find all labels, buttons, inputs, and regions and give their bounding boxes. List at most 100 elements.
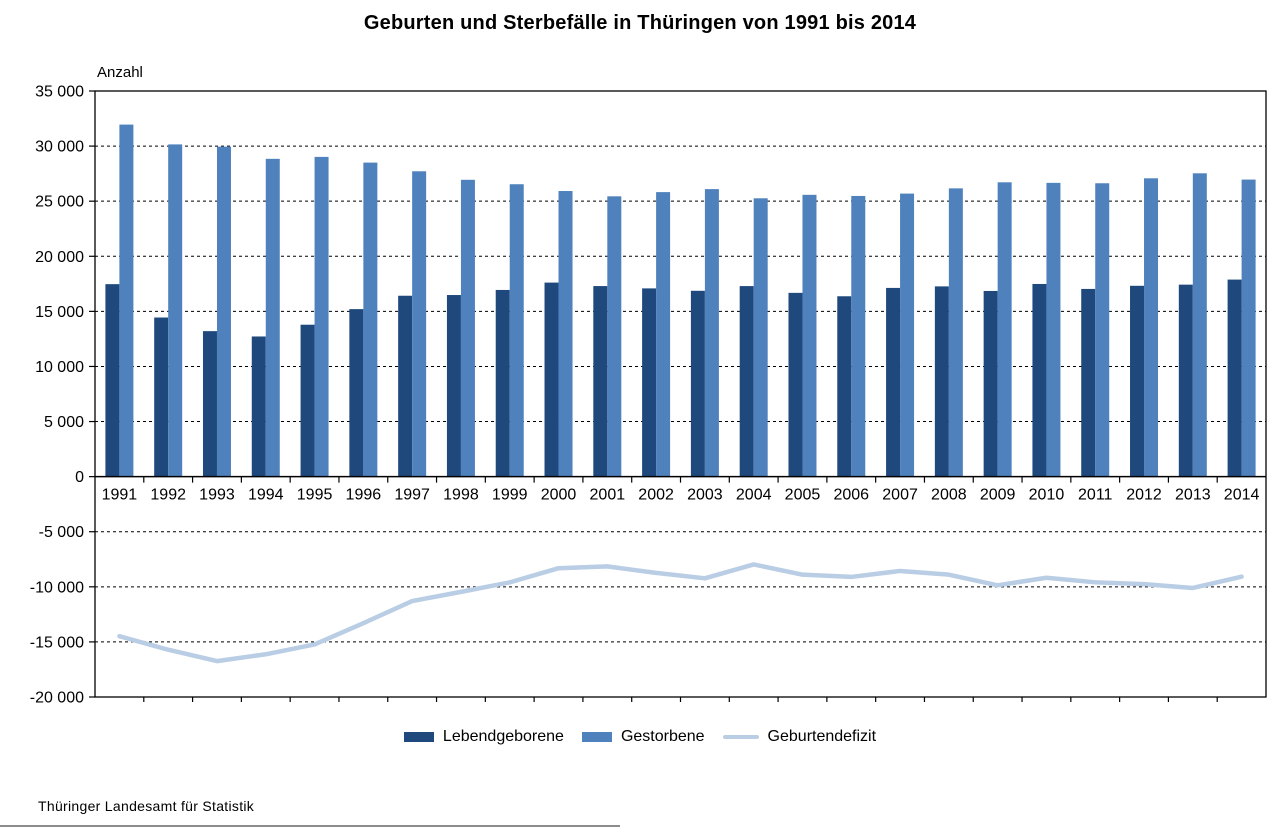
y-tick-label: 30 000 [35, 139, 84, 156]
bar-gestorbene-1996 [363, 162, 378, 477]
x-tick-label-1994: 1994 [248, 487, 284, 504]
x-tick-label-1995: 1995 [297, 487, 333, 504]
legend-label-lebendgeborene: Lebendgeborene [442, 728, 564, 745]
bar-lebendgeborene-2010 [1032, 283, 1047, 477]
plot-area: 35 000 30 000 25 000 20 000 15 000 10 000 5 00… [30, 84, 1267, 707]
bar-lebendgeborene-2001 [593, 286, 608, 477]
bar-lebendgeborene-2003 [690, 290, 705, 477]
y-tick-label: 20 000 [35, 249, 84, 266]
x-tick-label-2014: 2014 [1224, 487, 1260, 504]
x-tick-label-2004: 2004 [736, 487, 772, 504]
source-text: Thüringer Landesamt für Statistik [38, 798, 255, 814]
legend-item-gestorbene: Gestorbene [581, 728, 705, 746]
bar-lebendgeborene-2012 [1130, 285, 1145, 477]
bar-gestorbene-1995 [314, 156, 329, 477]
y-tick-label: -5 000 [39, 524, 84, 541]
x-tick-label-2009: 2009 [980, 487, 1016, 504]
legend-swatch-gestorbene [581, 732, 612, 742]
y-tick-label: 5 000 [44, 414, 84, 431]
bar-lebendgeborene-2000 [544, 282, 559, 477]
bar-gestorbene-1999 [509, 184, 524, 477]
bar-lebendgeborene-2002 [642, 288, 657, 477]
x-tick-label-2002: 2002 [638, 487, 674, 504]
bar-lebendgeborene-1992 [154, 317, 169, 477]
bar-gestorbene-2012 [1144, 178, 1159, 477]
bar-lebendgeborene-2014 [1227, 279, 1242, 477]
y-tick-label: -15 000 [30, 634, 84, 651]
bar-lebendgeborene-2005 [788, 292, 803, 477]
x-tick-label-1992: 1992 [150, 487, 186, 504]
bar-gestorbene-2002 [656, 192, 671, 477]
bar-lebendgeborene-1998 [446, 295, 461, 477]
bar-lebendgeborene-1996 [349, 309, 364, 477]
x-tick-label-1991: 1991 [102, 487, 138, 504]
bar-gestorbene-2011 [1095, 183, 1110, 477]
bar-gestorbene-2014 [1241, 179, 1256, 477]
bar-gestorbene-2007 [900, 193, 915, 477]
x-tick-label-2010: 2010 [1029, 487, 1065, 504]
bar-lebendgeborene-2008 [934, 286, 949, 477]
bar-lebendgeborene-1997 [398, 295, 413, 477]
geburtendefizit-line [117, 562, 1244, 664]
x-tick-label-1999: 1999 [492, 487, 528, 504]
legend-label-gestorbene: Gestorbene [620, 728, 705, 745]
bar-gestorbene-2000 [558, 191, 573, 477]
x-tick-label-2001: 2001 [590, 487, 626, 504]
bar-lebendgeborene-2006 [837, 296, 852, 477]
legend-swatch-lebendgeborene [403, 732, 434, 742]
bar-gestorbene-2001 [607, 196, 622, 477]
bar-gestorbene-2009 [997, 182, 1012, 477]
bar-lebendgeborene-1994 [251, 336, 266, 477]
chart-title: Geburten und Sterbefälle in Thüringen vo… [363, 12, 917, 34]
x-tick-label-2006: 2006 [833, 487, 869, 504]
bar-lebendgeborene-1993 [202, 331, 217, 477]
y-tick-label: 35 000 [35, 84, 84, 101]
bar-gestorbene-1998 [460, 179, 475, 477]
x-tick-label-1993: 1993 [199, 487, 235, 504]
bar-lebendgeborene-2011 [1081, 288, 1096, 477]
y-tick-label: 15 000 [35, 304, 84, 321]
bar-gestorbene-2004 [753, 198, 768, 477]
y-axis-title: Anzahl [97, 64, 143, 81]
y-tick-label: 10 000 [35, 359, 84, 376]
x-tick-label-2013: 2013 [1175, 487, 1211, 504]
bar-lebendgeborene-2013 [1178, 284, 1193, 477]
bar-gestorbene-2008 [948, 188, 963, 477]
bar-gestorbene-2010 [1046, 182, 1061, 477]
bar-gestorbene-2003 [704, 189, 719, 477]
bar-lebendgeborene-2009 [983, 290, 998, 477]
x-tick-label-1998: 1998 [443, 487, 479, 504]
bar-lebendgeborene-2004 [739, 286, 754, 477]
y-tick-label: -10 000 [30, 579, 84, 596]
footer-divider [0, 825, 620, 827]
bar-gestorbene-2006 [851, 195, 866, 477]
x-tick-label-2011: 2011 [1078, 487, 1113, 504]
x-tick-label-2007: 2007 [882, 487, 918, 504]
x-tick-label-2012: 2012 [1126, 487, 1162, 504]
bar-gestorbene-1997 [412, 171, 427, 477]
bar-gestorbene-1991 [119, 124, 134, 477]
x-tick-label-1996: 1996 [346, 487, 382, 504]
bar-gestorbene-1992 [168, 144, 183, 477]
bar-lebendgeborene-1991 [105, 284, 120, 477]
legend-item-geburtendefizit: Geburtendefizit [722, 728, 877, 746]
bar-gestorbene-2013 [1192, 173, 1207, 477]
x-tick-label-2003: 2003 [687, 487, 723, 504]
bar-lebendgeborene-1995 [300, 324, 315, 477]
legend-swatch-geburtendefizit [722, 735, 759, 739]
bar-lebendgeborene-1999 [495, 289, 510, 477]
bar-gestorbene-1993 [216, 146, 231, 477]
legend-item-lebendgeborene: Lebendgeborene [403, 728, 564, 746]
legend-label-geburtendefizit: Geburtendefizit [767, 728, 877, 745]
x-tick-label-1997: 1997 [394, 487, 430, 504]
legend: Lebendgeborene Gestorbene Geburtendefizi… [0, 728, 1280, 746]
bar-gestorbene-1994 [265, 158, 280, 477]
x-tick-label-2008: 2008 [931, 487, 967, 504]
y-tick-label: 0 [75, 469, 84, 486]
y-tick-label: 25 000 [35, 194, 84, 211]
bar-lebendgeborene-2007 [886, 287, 901, 477]
bar-gestorbene-2005 [802, 194, 817, 477]
y-tick-label: -20 000 [30, 690, 84, 707]
x-tick-label-2005: 2005 [785, 487, 821, 504]
